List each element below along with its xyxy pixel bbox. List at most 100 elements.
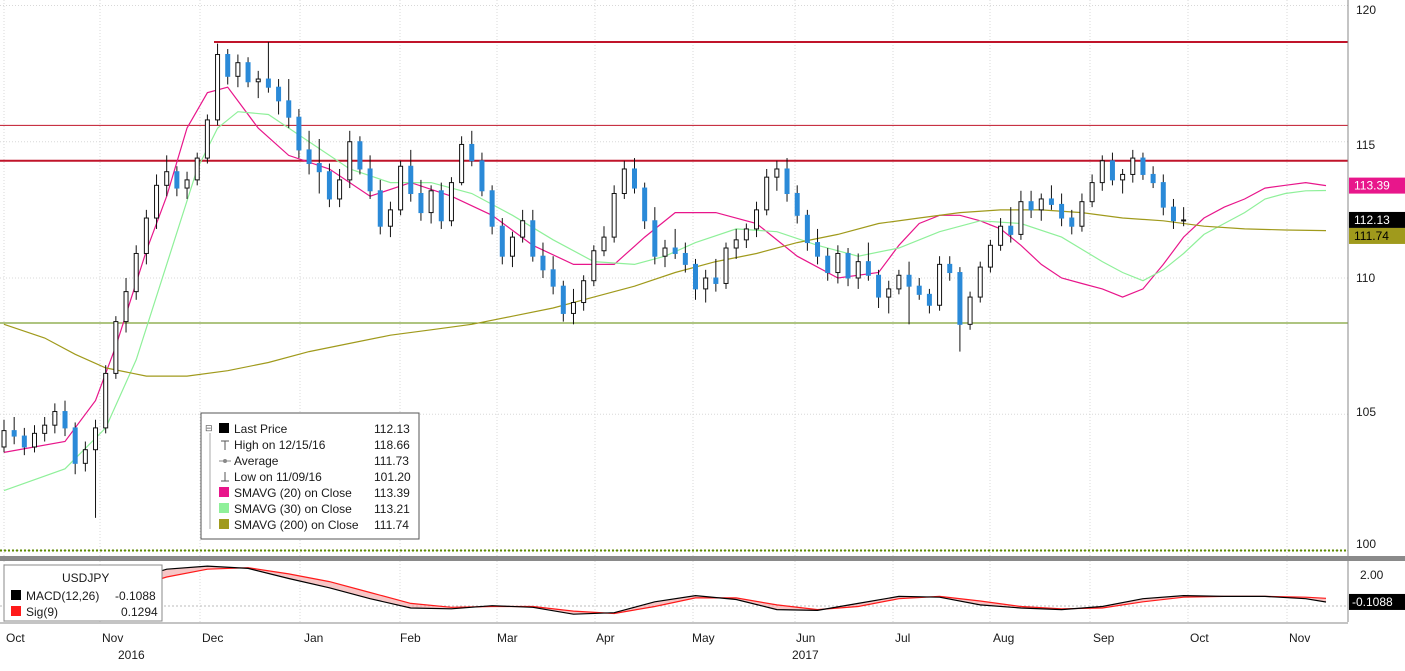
legend-swatch-last-price <box>219 423 229 433</box>
candle <box>682 242 688 273</box>
price-tick-105: 105 <box>1356 405 1376 419</box>
moving-averages <box>3 86 1327 492</box>
candle <box>886 280 892 314</box>
candle <box>377 179 383 235</box>
macd-tick-2: 2.00 <box>1360 568 1384 582</box>
legend-value-average: 111.73 <box>374 454 409 468</box>
legend-label-sma20: SMAVG (20) on Close <box>234 486 352 500</box>
legend-value-low: 101.20 <box>374 470 411 484</box>
candle <box>581 275 587 311</box>
candle <box>1 419 7 453</box>
candle <box>764 168 770 216</box>
candle <box>194 152 200 186</box>
legend-label-signal: Sig(9) <box>26 605 58 619</box>
month-label-apr: Apr <box>596 631 615 645</box>
candle <box>489 185 495 235</box>
candle <box>835 245 841 284</box>
candle <box>1150 166 1156 189</box>
candle <box>133 245 139 300</box>
candle <box>357 136 363 175</box>
candle <box>703 269 709 303</box>
candle <box>337 168 343 208</box>
year-label-2017: 2017 <box>792 648 819 662</box>
candle <box>52 403 58 434</box>
candle <box>438 182 444 229</box>
candle <box>32 425 38 453</box>
candle <box>72 422 78 475</box>
candle <box>591 245 597 287</box>
candle <box>1099 155 1105 191</box>
candle <box>1109 152 1115 186</box>
candle <box>469 130 475 167</box>
month-label-dec: Dec <box>202 631 223 645</box>
candle <box>794 185 800 224</box>
horizontal-levels <box>0 40 1348 324</box>
candle <box>245 57 251 88</box>
candle <box>123 278 129 333</box>
candle <box>459 136 465 186</box>
candle <box>621 160 627 199</box>
candle <box>723 242 729 289</box>
tag-sma20 <box>1349 177 1405 194</box>
candle <box>1181 207 1187 227</box>
candle <box>93 419 99 518</box>
macd-legend: USDJPY MACD(12,26) -0.1088 Sig(9) 0.1294 <box>3 564 163 622</box>
price-tags: 113.39 112.13 111.74 <box>1349 177 1405 244</box>
macd-title: USDJPY <box>62 571 109 585</box>
candle <box>509 231 515 268</box>
legend-value-signal: 0.1294 <box>121 605 158 619</box>
legend-label-sma200: SMAVG (200) on Close <box>234 518 359 532</box>
candle <box>1079 193 1085 232</box>
year-label-2016: 2016 <box>118 648 145 662</box>
legend-value-sma20: 113.39 <box>374 486 410 500</box>
candle <box>113 316 119 379</box>
month-label-nov: Nov <box>102 631 123 645</box>
legend-swatch-signal <box>11 606 21 616</box>
legend-label-low: Low on 11/09/16 <box>234 470 322 484</box>
candle <box>448 177 454 227</box>
macd-lines <box>3 565 1327 615</box>
legend-label-macd: MACD(12,26) <box>26 589 99 603</box>
tag-sma20-text: 113.39 <box>1354 179 1390 193</box>
candle <box>387 201 393 238</box>
macd-panel: 2.00 -0.1088 USDJPY MACD(12,26) -0.1088 … <box>0 561 1405 622</box>
candle <box>164 155 170 197</box>
macd-fill <box>4 566 1326 615</box>
candle <box>316 139 322 194</box>
candle <box>21 427 27 456</box>
candle <box>642 182 648 229</box>
candle <box>225 49 231 85</box>
candle <box>601 226 607 257</box>
candle <box>540 242 546 278</box>
candle <box>154 174 160 229</box>
high-marker-icon <box>221 440 229 450</box>
tag-macd-text: -0.1088 <box>1352 595 1393 609</box>
candle <box>367 155 373 199</box>
candle <box>265 41 271 93</box>
candle <box>286 79 292 129</box>
month-label-mar: Mar <box>497 631 518 645</box>
price-tick-110: 110 <box>1356 271 1375 285</box>
candle <box>1140 152 1146 180</box>
legend-collapse-icon[interactable]: ⊟ <box>205 423 213 433</box>
signal-line <box>3 567 1327 615</box>
candle <box>876 269 882 308</box>
candle <box>408 149 414 202</box>
average-marker-icon <box>219 459 231 463</box>
time-axis: Oct Nov Dec Jan Feb Mar Apr May Jun Jul … <box>0 622 1348 662</box>
legend-value-high: 118.66 <box>374 438 410 452</box>
candle <box>296 109 302 159</box>
candle <box>1018 190 1024 240</box>
legend-label-average: Average <box>234 454 279 468</box>
month-label-may: May <box>692 631 715 645</box>
candle <box>987 239 993 273</box>
legend: ⊟ Last Price 112.13 High on 12/15/16 118… <box>200 412 420 540</box>
candle <box>937 256 943 311</box>
panel-divider[interactable] <box>0 556 1405 561</box>
tag-sma200 <box>1349 227 1405 244</box>
candle <box>1120 168 1126 194</box>
candle <box>1008 207 1014 243</box>
candle <box>184 171 190 199</box>
series-line <box>3 86 1327 453</box>
candle <box>428 185 434 224</box>
